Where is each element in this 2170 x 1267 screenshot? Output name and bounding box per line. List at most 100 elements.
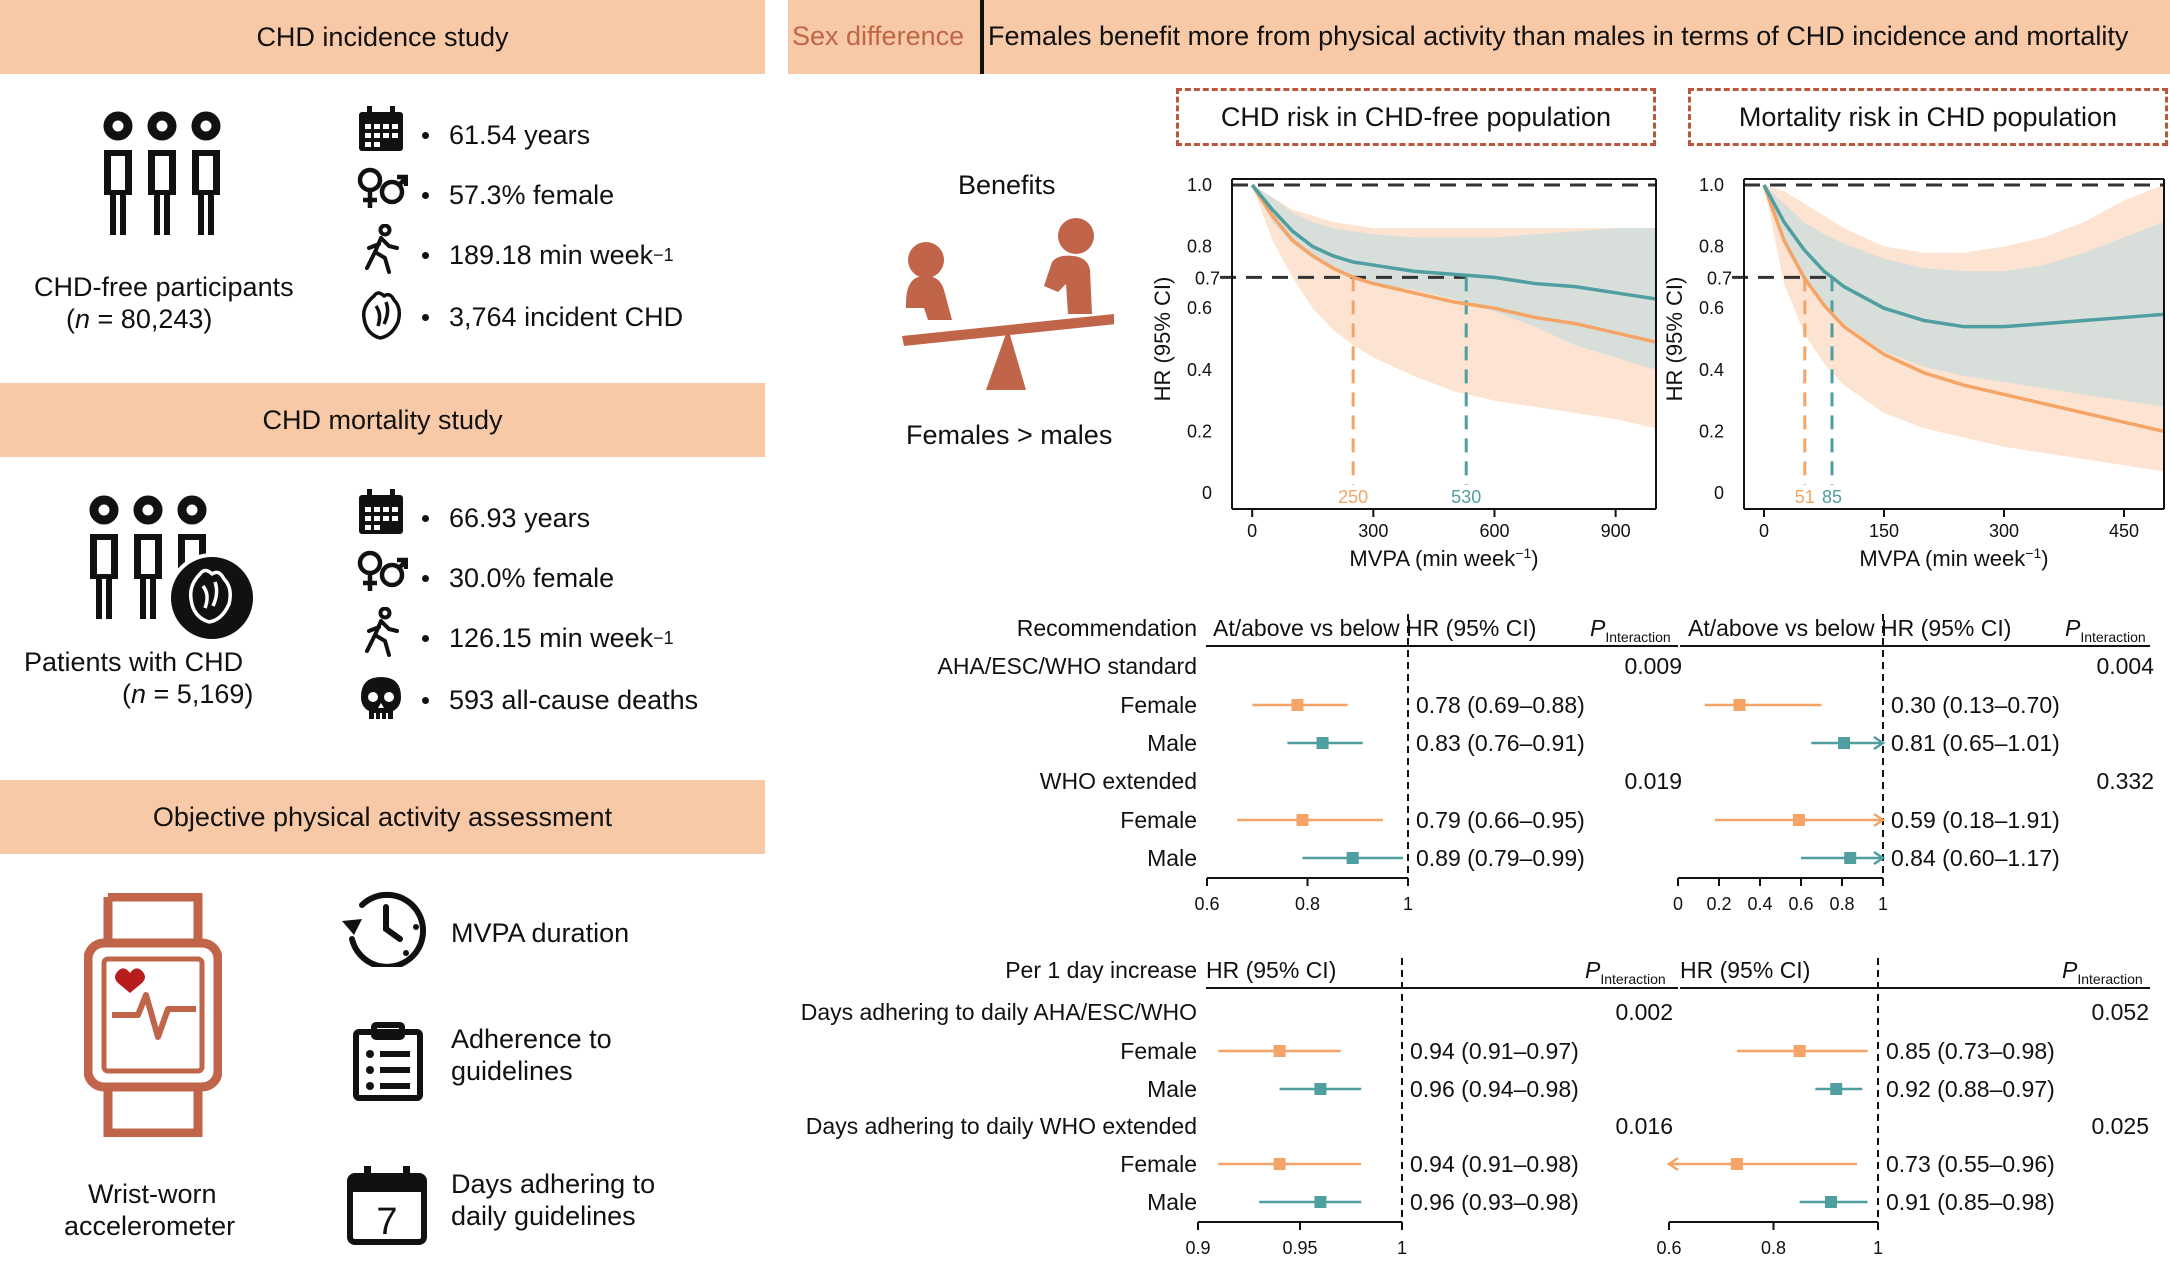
mortality-stat-deaths: 593 all-cause deaths [422,685,698,716]
point-estimate-male [1316,737,1329,749]
forest-x-tick-label: 0 [1673,894,1683,914]
forest-x-tick-label: 1 [1873,1238,1883,1258]
p-value: 0.332 [2096,768,2154,794]
hr-ci-text: 0.30 (0.13–0.70) [1891,692,2060,718]
sex-label: Male [1147,1189,1197,1215]
series-line-male [1250,183,1657,301]
heart-organ-icon [361,291,402,340]
x-tick-label: 150 [1869,521,1899,541]
point-estimate-male [1346,852,1359,864]
incidence-stat-age: 61.54 years [422,120,590,151]
p-value: 0.019 [1624,768,1682,794]
sex-label: Male [1147,1076,1197,1102]
forest-x-tick-label: 1 [1403,894,1413,914]
ci-arrow-female [1873,812,1886,828]
skull-icon [361,677,401,719]
y-tick-label: 0.4 [1187,360,1212,380]
crossing-label-male: 530 [1451,487,1481,507]
people-icon [103,111,221,235]
point-estimate-female [1291,699,1304,711]
gender-icon [357,550,408,591]
p-value: 0.016 [1615,1113,1673,1139]
forest-x-tick-label: 0.2 [1706,894,1731,914]
x-axis-label-sup: −1 [1515,545,1531,561]
p-column-header: PInteraction [1585,957,1666,987]
p-symbol: P [1590,615,1606,641]
x-tick-label: 450 [2109,521,2139,541]
calendar-days-icon: 7 [347,1166,427,1245]
sex-label: Male [1147,845,1197,871]
calendar-icon [359,489,403,534]
assessment-band: Objective physical activity assessment [0,780,765,854]
x-axis-label: MVPA (min week−1) [1349,545,1538,571]
y-tick-label: 0.8 [1187,237,1212,257]
ci-band-male [1764,185,2164,407]
threshold-label: 0.7 [1707,268,1732,288]
header-title: Females benefit more from physical activ… [988,21,2129,51]
incidence-study-band: CHD incidence study [0,0,765,74]
incidence-group-label: CHD-free participants [34,272,294,302]
hr-ci-text: 0.85 (0.73–0.98) [1886,1038,2055,1064]
y-tick-label: 0.6 [1187,298,1212,318]
y-axis-label: HR (95% CI) [1150,277,1175,402]
group-label: AHA/ESC/WHO standard [938,653,1197,679]
hr-ci-text: 0.91 (0.85–0.98) [1886,1189,2055,1215]
point-estimate-male [1314,1083,1327,1095]
point-estimate-female [1273,1045,1286,1057]
chart-chd-risk: 0.7 250 530 0 0.2 0.4 0.6 0.8 1.0 0 300 600 900 MVPA … [1150,175,1657,571]
mortality-study-band: CHD mortality study [0,383,765,457]
forest-recommendation: Recommendation At/above vs below HR (95% … [938,614,2154,914]
hr-ci-text: 0.59 (0.18–1.91) [1891,807,2060,833]
incidence-stat-mvpa: 189.18 min week −1 [422,240,674,271]
p-subscript: Interaction [1605,629,1670,645]
walking-icon [365,224,399,274]
p-value: 0.025 [2091,1113,2149,1139]
x-axis-label-sup: −1 [2025,545,2041,561]
p-subscript: Interaction [1600,971,1665,987]
x-axis-label-text: MVPA (min week [1859,546,2026,571]
y-tick-label: 1.0 [1187,175,1212,195]
forest-header-label: Recommendation [1017,615,1197,641]
hr-ci-text: 0.84 (0.60–1.17) [1891,845,2060,871]
calendar-number: 7 [376,1201,397,1243]
patients-icon [89,495,256,643]
hr-ci-text: 0.94 (0.91–0.98) [1410,1151,1579,1177]
mortality-stat-female: 30.0% female [422,563,614,594]
p-subscript: Interaction [2080,629,2145,645]
incidence-study-title: CHD incidence study [256,21,509,52]
forest-x-tick-label: 0.6 [1656,1238,1681,1258]
hr-ci-text: 0.79 (0.66–0.95) [1416,807,1585,833]
x-axis-label-text: MVPA (min week [1349,546,1516,571]
x-axis-label-end: ) [2041,546,2048,571]
calendar-icon [359,106,403,151]
forest-x-tick-label: 0.4 [1747,894,1772,914]
group-label: Days adhering to daily WHO extended [806,1113,1197,1139]
x-axis-label: MVPA (min week−1) [1859,545,2048,571]
chart2-title: Mortality risk in CHD population [1738,101,2118,132]
group-label: Days adhering to daily AHA/ESC/WHO [801,999,1197,1025]
chart1-title: CHD risk in CHD-free population [1220,101,1612,132]
est-column-header: HR (95% CI) [1680,957,1810,983]
y-tick-label: 0.8 [1699,237,1724,257]
y-tick-label: 0.2 [1187,421,1212,441]
point-estimate-female [1792,814,1805,826]
point-estimate-male [1838,737,1851,749]
y-axis-label: HR (95% CI) [1664,277,1687,402]
incidence-stat-events: 3,764 incident CHD [422,302,683,333]
chart2-title-box: Mortality risk in CHD population [1688,88,2168,146]
walking-icon [365,607,399,657]
ci-arrow-male [1873,850,1886,866]
assessment-item-mvpa: MVPA duration [451,918,630,948]
sex-label: Female [1120,1151,1197,1177]
point-estimate-female [1730,1158,1743,1170]
hr-ci-text: 0.96 (0.93–0.98) [1410,1189,1579,1215]
header-tag: Sex difference [792,21,965,51]
hr-ci-text: 0.73 (0.55–0.96) [1886,1151,2055,1177]
forest-per-day: Per 1 day increase HR (95% CI) PInteractio… [801,957,2150,1258]
point-estimate-female [1273,1158,1286,1170]
point-estimate-male [1844,852,1857,864]
device-label-2: accelerometer [64,1211,236,1241]
group-label: WHO extended [1040,768,1197,794]
crossing-label-female: 250 [1338,487,1368,507]
hr-ci-text: 0.78 (0.69–0.88) [1416,692,1585,718]
